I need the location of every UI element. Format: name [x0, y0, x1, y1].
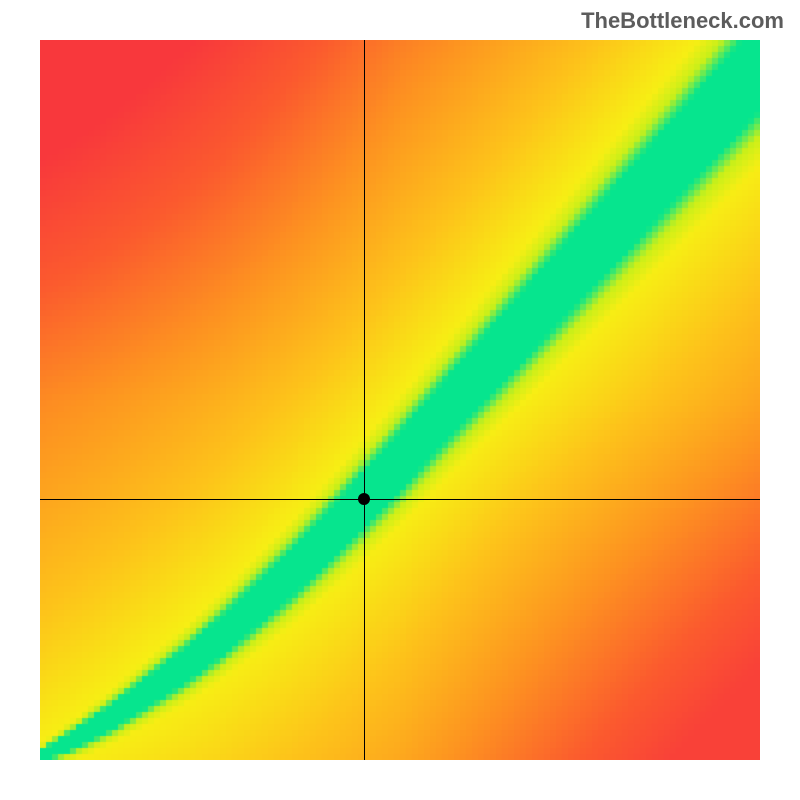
bottleneck-heatmap	[40, 40, 760, 760]
watermark: TheBottleneck.com	[581, 8, 784, 34]
crosshair-vertical	[364, 40, 365, 760]
crosshair-horizontal	[40, 499, 760, 500]
crosshair-marker	[358, 493, 370, 505]
